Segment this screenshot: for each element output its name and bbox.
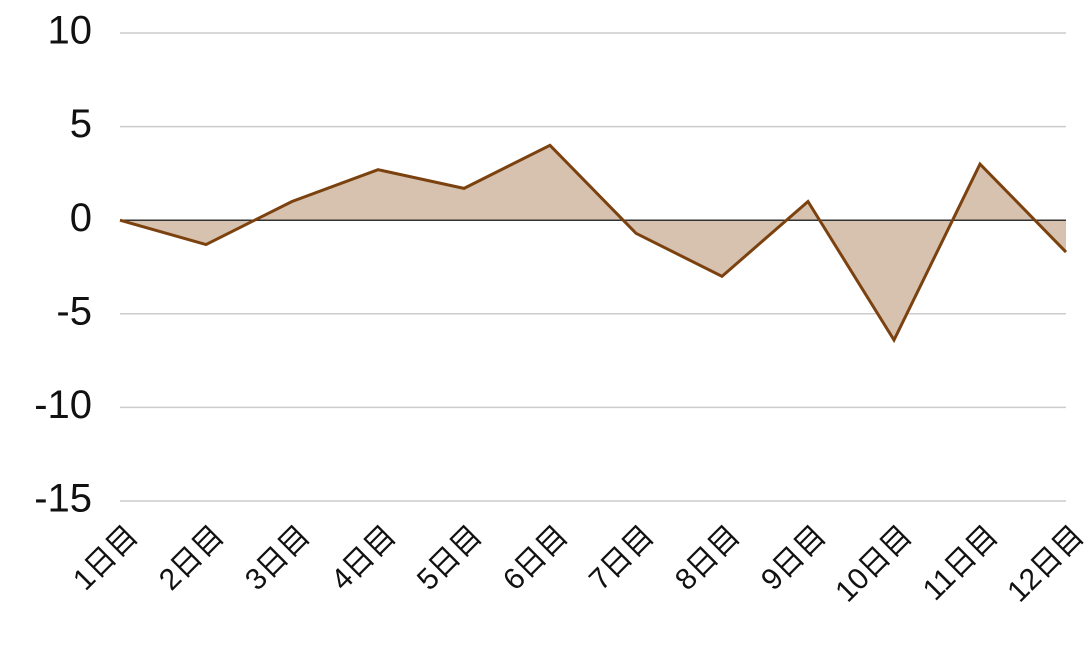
y-tick-label: -15 — [34, 477, 92, 521]
y-tick-label: -5 — [56, 289, 92, 333]
x-tick-label: 7日目 — [583, 519, 661, 597]
x-tick-label: 8日目 — [669, 519, 747, 597]
area — [120, 145, 1066, 341]
y-tick-label: -10 — [34, 383, 92, 427]
x-tick-label: 5日目 — [411, 519, 489, 597]
y-tick-label: 10 — [48, 9, 93, 53]
x-tick-label: 3日目 — [239, 519, 317, 597]
x-tick-label: 4日目 — [325, 519, 403, 597]
y-tick-label: 5 — [70, 102, 92, 146]
y-tick-label: 0 — [70, 196, 92, 240]
x-tick-label: 11日目 — [917, 519, 1005, 607]
x-tick-label: 10日目 — [829, 519, 918, 608]
x-tick-label: 2日目 — [153, 519, 231, 597]
line — [119, 143, 1068, 344]
x-tick-label: 9日目 — [755, 519, 833, 597]
x-tick-label: 6日目 — [497, 519, 575, 597]
x-tick-label: 12日目 — [1001, 519, 1090, 608]
x-tick-label: 1日目 — [67, 519, 145, 597]
